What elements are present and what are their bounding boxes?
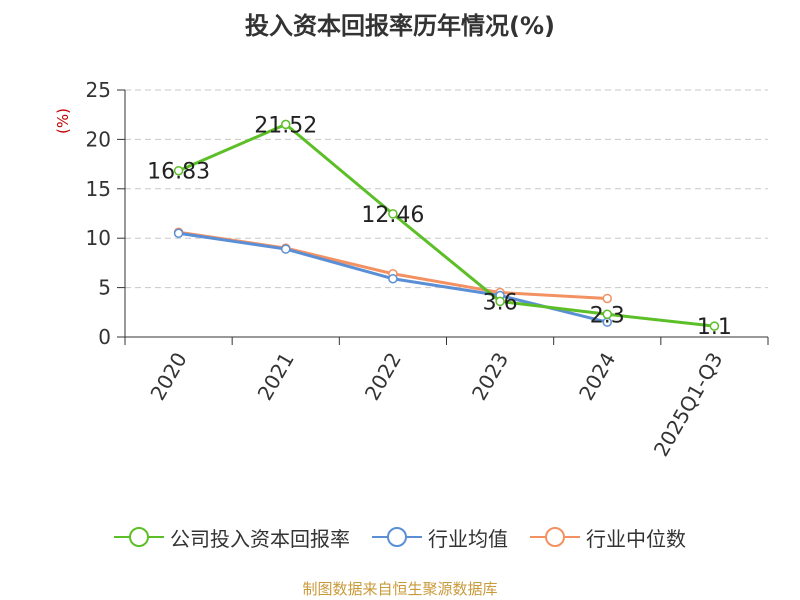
data-label: 21.52 xyxy=(254,113,317,138)
chart-title: 投入资本回报率历年情况(%) xyxy=(245,12,555,40)
legend-label-company: 公司投入资本回报率 xyxy=(170,526,350,551)
data-point xyxy=(602,293,612,304)
legend-item-company[interactable]: 公司投入资本回报率 xyxy=(114,523,350,552)
x-tick-label: 2025Q1-Q3 xyxy=(649,348,728,460)
series-line xyxy=(177,122,715,328)
data-point xyxy=(173,228,184,239)
x-tick-label: 2023 xyxy=(467,348,513,404)
data-label: 1.1 xyxy=(697,315,732,340)
data-point xyxy=(709,321,720,331)
data-label: 12.46 xyxy=(361,203,424,228)
x-tick-label: 2024 xyxy=(574,348,620,404)
data-point xyxy=(602,309,612,320)
legend-label-industry-mean: 行业均值 xyxy=(428,526,508,551)
data-point xyxy=(388,209,398,219)
legend-label-industry-median: 行业中位数 xyxy=(586,526,686,551)
y-tick-label: 0 xyxy=(98,325,111,349)
data-point xyxy=(281,244,291,254)
legend-item-industry-median[interactable]: 行业中位数 xyxy=(530,523,686,552)
x-tick-label: 2021 xyxy=(253,348,299,404)
source-note: 制图数据来自恒生聚源数据库 xyxy=(302,580,498,598)
legend-marker-industry-median xyxy=(530,527,580,547)
data-point xyxy=(495,296,505,307)
data-label: 3.6 xyxy=(483,290,518,315)
legend-marker-industry-mean xyxy=(372,527,422,547)
data-point xyxy=(173,165,184,176)
data-point xyxy=(281,119,291,130)
data-label: 16.83 xyxy=(147,160,210,185)
legend-marker-company xyxy=(114,527,164,547)
y-tick-label: 15 xyxy=(86,177,111,201)
y-tick-label: 10 xyxy=(86,226,111,250)
legend-item-industry-mean[interactable]: 行业均值 xyxy=(372,523,508,552)
x-tick-label: 2020 xyxy=(145,348,191,404)
y-tick-label: 20 xyxy=(86,127,111,151)
data-point xyxy=(388,273,398,284)
legend: 公司投入资本回报率 行业均值 行业中位数 xyxy=(0,520,800,554)
y-tick-label: 5 xyxy=(98,276,111,300)
x-tick-label: 2022 xyxy=(360,348,406,404)
y-tick-label: 25 xyxy=(86,78,111,102)
data-label: 2.3 xyxy=(590,303,625,328)
